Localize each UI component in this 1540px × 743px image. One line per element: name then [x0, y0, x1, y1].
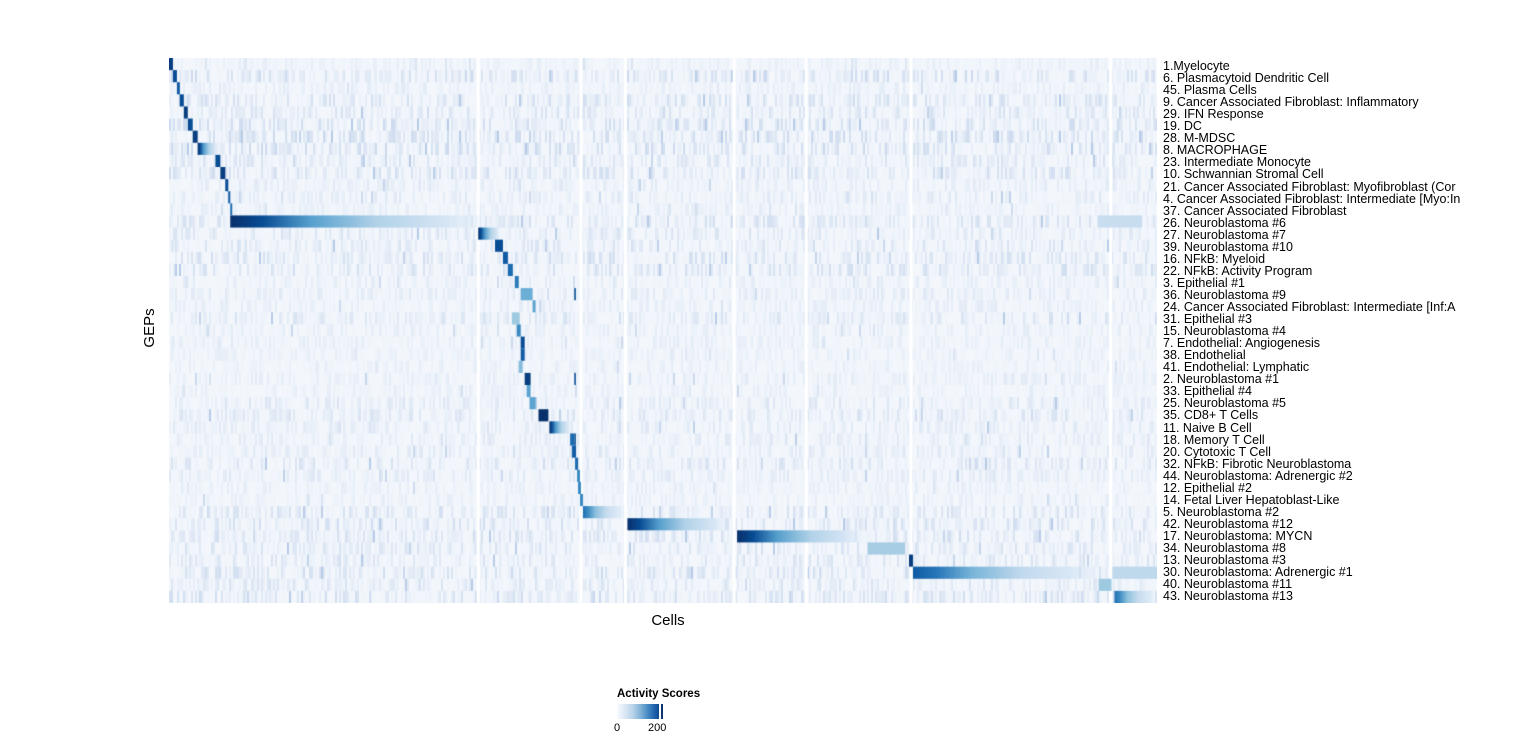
row-label: 3. Epithelial #1 — [1163, 275, 1246, 290]
row-label: 41. Endothelial: Lymphatic — [1163, 360, 1310, 375]
row-label: 35. CD8+ T Cells — [1163, 408, 1259, 423]
row-label: 5. Neuroblastoma #2 — [1163, 504, 1280, 519]
row-label: 12. Epithelial #2 — [1163, 480, 1252, 495]
row-label: 28. M-MDSC — [1163, 131, 1236, 146]
row-label: 31. Epithelial #3 — [1163, 312, 1252, 327]
y-axis-label: GEPs — [141, 308, 158, 348]
row-label: 4. Cancer Associated Fibroblast: Interme… — [1163, 191, 1461, 206]
row-label: 38. Endothelial — [1163, 348, 1246, 363]
legend-title: Activity Scores — [617, 688, 701, 700]
legend-colorbar — [617, 704, 663, 719]
row-label: 15. Neuroblastoma #4 — [1163, 324, 1286, 339]
row-label: 26. Neuroblastoma #6 — [1163, 215, 1286, 230]
row-label: 20. Cytotoxic T Cell — [1163, 444, 1271, 459]
row-label: 6. Plasmacytoid Dendritic Cell — [1163, 71, 1330, 86]
row-label: 30. Neuroblastoma: Adrenergic #1 — [1163, 565, 1353, 580]
row-label: 33. Epithelial #4 — [1163, 384, 1252, 399]
row-label: 40. Neuroblastoma #11 — [1163, 577, 1293, 592]
row-label: 25. Neuroblastoma #5 — [1163, 396, 1286, 411]
legend-min-label: 0 — [614, 722, 621, 734]
row-label: 36. Neuroblastoma #9 — [1163, 287, 1286, 302]
row-label: 42. Neuroblastoma #12 — [1163, 516, 1293, 531]
row-label: 37. Cancer Associated Fibroblast — [1163, 203, 1347, 218]
row-label: 18. Memory T Cell — [1163, 432, 1265, 447]
row-label: 24. Cancer Associated Fibroblast: Interm… — [1163, 300, 1456, 314]
row-label: 11. Naive B Cell — [1163, 420, 1252, 435]
row-label: 9. Cancer Associated Fibroblast: Inflamm… — [1163, 95, 1419, 110]
row-label: 1.Myelocyte — [1163, 59, 1230, 73]
row-label: 21. Cancer Associated Fibroblast: Myofib… — [1163, 179, 1456, 194]
legend-max-label: 200 — [648, 722, 667, 734]
row-label: 7. Endothelial: Angiogenesis — [1163, 336, 1321, 351]
row-label: 14. Fetal Liver Hepatoblast-Like — [1163, 492, 1340, 507]
legend: Activity Scores 0 200 — [614, 688, 757, 736]
row-label: 29. IFN Response — [1163, 107, 1264, 122]
row-label: 43. Neuroblastoma #13 — [1163, 589, 1293, 604]
row-label: 27. Neuroblastoma #7 — [1163, 227, 1286, 242]
row-label: 2. Neuroblastoma #1 — [1163, 372, 1280, 387]
row-label: 39. Neuroblastoma #10 — [1163, 239, 1293, 254]
row-label: 44. Neuroblastoma: Adrenergic #2 — [1163, 468, 1353, 483]
legend-tick-mark — [658, 704, 661, 719]
row-label: 13. Neuroblastoma #3 — [1163, 553, 1286, 568]
row-label: 10. Schwannian Stromal Cell — [1163, 167, 1324, 182]
row-label: 16. NFkB: Myeloid — [1163, 251, 1266, 266]
row-label: 32. NFkB: Fibrotic Neuroblastoma — [1163, 456, 1352, 471]
heatmap-canvas — [169, 58, 1157, 603]
row-label: 22. NFkB: Activity Program — [1163, 263, 1313, 278]
row-label: 19. DC — [1163, 119, 1202, 134]
legend-tick-labels: 0 200 — [614, 722, 757, 736]
row-label: 17. Neuroblastoma: MYCN — [1163, 528, 1313, 543]
row-label: 45. Plasma Cells — [1163, 83, 1257, 98]
x-axis-label: Cells — [651, 612, 685, 629]
row-label: 23. Intermediate Monocyte — [1163, 155, 1311, 170]
row-label: 8. MACROPHAGE — [1163, 143, 1268, 158]
row-label: 34. Neuroblastoma #8 — [1163, 541, 1286, 555]
